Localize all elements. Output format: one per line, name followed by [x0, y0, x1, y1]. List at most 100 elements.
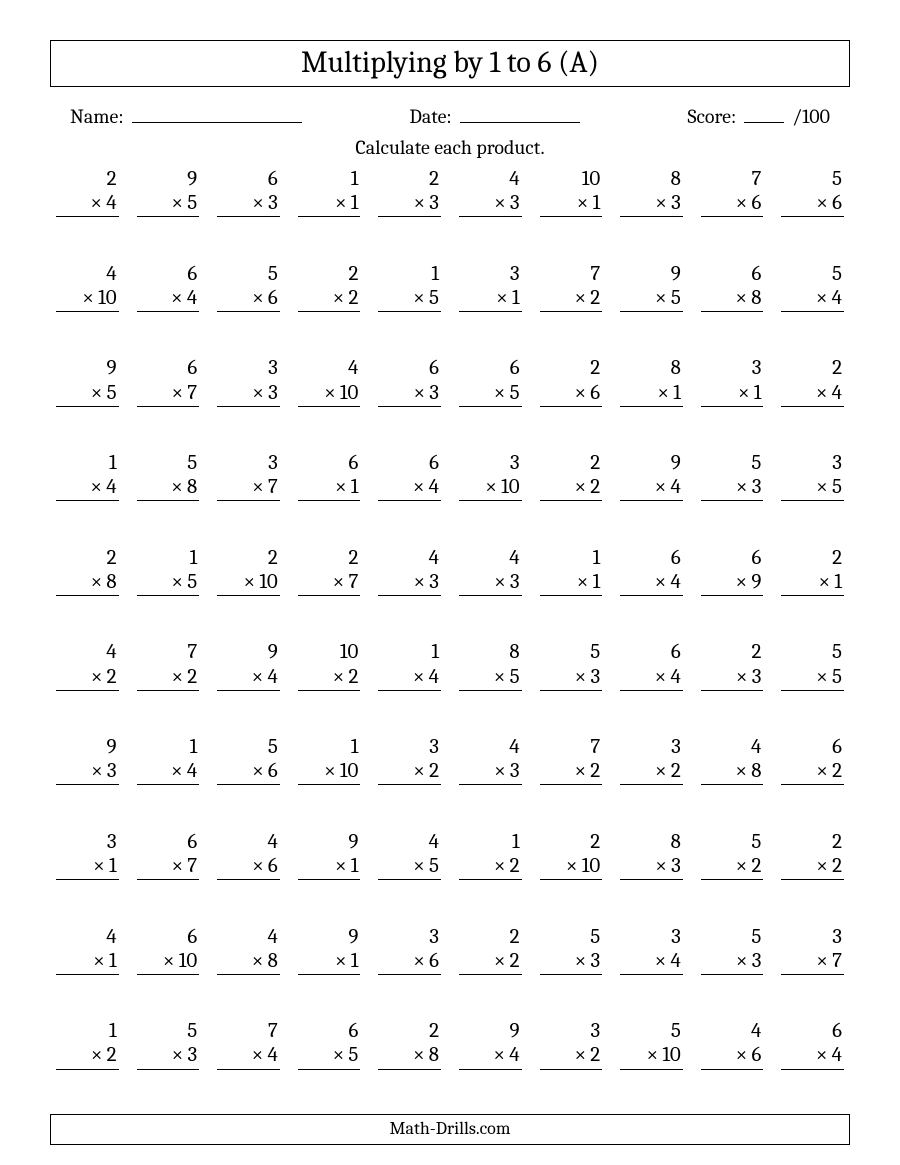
multiplicand: 5 — [781, 640, 844, 664]
multiplication-problem: 4× 10 — [298, 354, 361, 435]
multiplicand: 9 — [620, 262, 683, 286]
multiplier-line: × 3 — [701, 665, 764, 691]
multiplicand: 9 — [620, 451, 683, 475]
multiplier-line: × 1 — [459, 286, 522, 312]
multiplier-line: × 5 — [137, 570, 200, 596]
multiplicand: 2 — [701, 640, 764, 664]
multiplicand: 7 — [217, 1019, 280, 1043]
multiplier-line: × 2 — [781, 854, 844, 880]
multiplier-line: × 7 — [137, 854, 200, 880]
multiplication-problem: 3× 2 — [620, 733, 683, 814]
multiplier-line: × 4 — [459, 1043, 522, 1069]
multiplicand: 7 — [540, 735, 603, 759]
multiplier-line: × 1 — [56, 854, 119, 880]
multiplication-problem: 3× 1 — [56, 828, 119, 909]
name-label: Name: — [70, 105, 124, 128]
meta-row: Name: Date: Score: /100 — [50, 101, 850, 132]
name-blank[interactable] — [132, 101, 302, 123]
multiplier-line: × 4 — [620, 570, 683, 596]
multiplication-problem: 1× 1 — [298, 165, 361, 246]
multiplication-problem: 6× 4 — [620, 544, 683, 625]
multiplication-problem: 3× 5 — [781, 449, 844, 530]
multiplier-line: × 1 — [298, 475, 361, 501]
multiplication-problem: 4× 3 — [459, 733, 522, 814]
multiplicand: 4 — [378, 830, 441, 854]
multiplication-problem: 7× 6 — [701, 165, 764, 246]
multiplier-line: × 5 — [378, 854, 441, 880]
multiplier-line: × 2 — [540, 286, 603, 312]
date-blank[interactable] — [460, 101, 580, 123]
multiplicand: 2 — [781, 356, 844, 380]
multiplier-line: × 4 — [781, 286, 844, 312]
multiplication-problem: 4× 10 — [56, 260, 119, 341]
multiplier-line: × 4 — [620, 665, 683, 691]
multiplier-line: × 10 — [540, 854, 603, 880]
multiplier-line: × 5 — [378, 286, 441, 312]
multiplier-line: × 5 — [298, 1043, 361, 1069]
multiplicand: 5 — [701, 451, 764, 475]
multiplicand: 1 — [298, 735, 361, 759]
multiplication-problem: 9× 1 — [298, 923, 361, 1004]
multiplication-problem: 2× 4 — [56, 165, 119, 246]
multiplicand: 6 — [781, 735, 844, 759]
multiplicand: 1 — [298, 167, 361, 191]
score-blank[interactable] — [744, 101, 784, 123]
multiplier-line: × 3 — [378, 381, 441, 407]
multiplication-problem: 9× 1 — [298, 828, 361, 909]
multiplier-line: × 5 — [459, 381, 522, 407]
multiplier-line: × 6 — [378, 949, 441, 975]
multiplier-line: × 10 — [459, 475, 522, 501]
multiplicand: 9 — [298, 925, 361, 949]
multiplicand: 8 — [620, 830, 683, 854]
multiplicand: 6 — [137, 830, 200, 854]
multiplication-problem: 9× 4 — [217, 638, 280, 719]
multiplication-problem: 10× 1 — [540, 165, 603, 246]
multiplication-problem: 7× 2 — [540, 260, 603, 341]
multiplicand: 6 — [298, 1019, 361, 1043]
multiplication-problem: 7× 4 — [217, 1017, 280, 1098]
multiplier-line: × 1 — [540, 570, 603, 596]
multiplier-line: × 6 — [701, 191, 764, 217]
multiplier-line: × 10 — [56, 286, 119, 312]
multiplication-problem: 2× 2 — [781, 828, 844, 909]
multiplicand: 3 — [701, 356, 764, 380]
multiplier-line: × 3 — [620, 854, 683, 880]
multiplier-line: × 4 — [781, 381, 844, 407]
multiplier-line: × 2 — [540, 759, 603, 785]
multiplicand: 1 — [56, 451, 119, 475]
multiplier-line: × 5 — [137, 191, 200, 217]
multiplication-problem: 2× 10 — [217, 544, 280, 625]
multiplicand: 2 — [781, 546, 844, 570]
multiplier-line: × 8 — [137, 475, 200, 501]
multiplication-problem: 2× 8 — [56, 544, 119, 625]
multiplicand: 5 — [540, 640, 603, 664]
multiplication-problem: 3× 4 — [620, 923, 683, 1004]
multiplicand: 3 — [378, 925, 441, 949]
instruction-text: Calculate each product. — [50, 136, 850, 159]
multiplication-problem: 2× 3 — [378, 165, 441, 246]
score-field: Score: /100 — [687, 101, 830, 128]
multiplication-problem: 1× 10 — [298, 733, 361, 814]
multiplicand: 6 — [137, 356, 200, 380]
multiplier-line: × 8 — [378, 1043, 441, 1069]
date-field: Date: — [409, 101, 579, 128]
multiplier-line: × 8 — [217, 949, 280, 975]
multiplicand: 3 — [781, 451, 844, 475]
multiplicand: 2 — [56, 167, 119, 191]
multiplier-line: × 4 — [620, 949, 683, 975]
multiplier-line: × 4 — [137, 759, 200, 785]
multiplication-problem: 9× 5 — [620, 260, 683, 341]
multiplicand: 4 — [378, 546, 441, 570]
multiplication-problem: 4× 5 — [378, 828, 441, 909]
multiplier-line: × 7 — [137, 381, 200, 407]
multiplier-line: × 10 — [217, 570, 280, 596]
multiplication-problem: 1× 1 — [540, 544, 603, 625]
multiplier-line: × 8 — [701, 286, 764, 312]
multiplication-problem: 3× 1 — [701, 354, 764, 435]
multiplier-line: × 5 — [56, 381, 119, 407]
multiplication-problem: 1× 4 — [137, 733, 200, 814]
multiplicand: 10 — [540, 167, 603, 191]
multiplication-problem: 1× 2 — [56, 1017, 119, 1098]
multiplicand: 2 — [781, 830, 844, 854]
multiplicand: 1 — [378, 262, 441, 286]
